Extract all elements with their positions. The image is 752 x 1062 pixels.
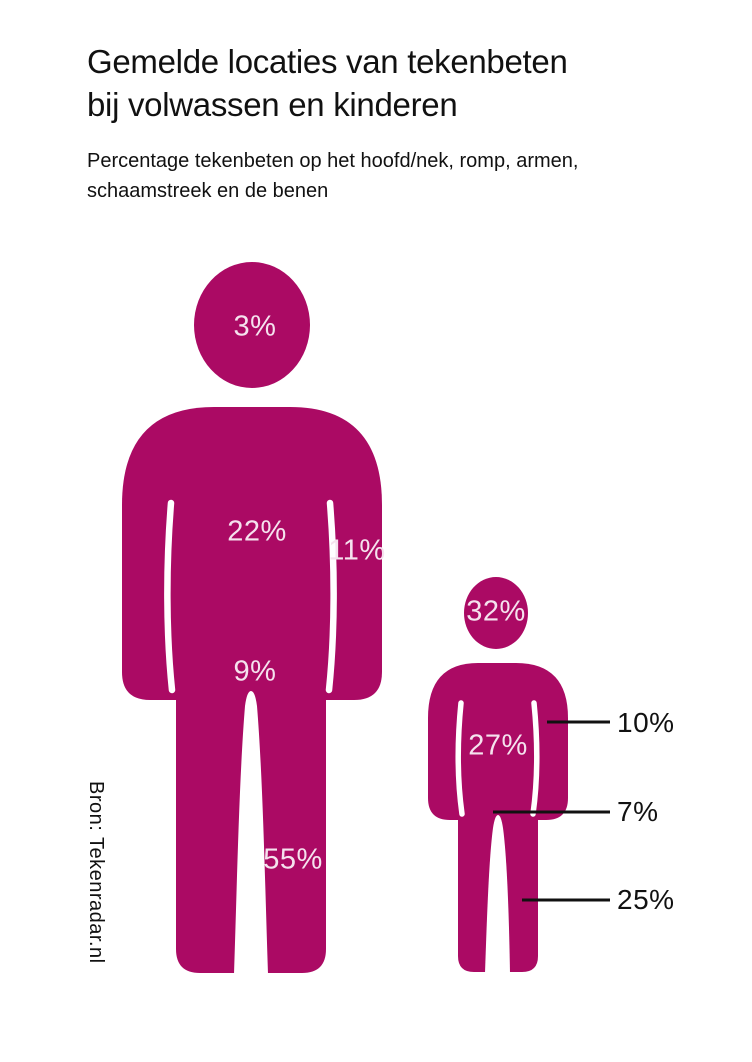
child-left-arm-gap bbox=[455, 700, 465, 817]
adult-left-arm-gap bbox=[164, 499, 176, 694]
child-arm-label: 10% bbox=[617, 707, 675, 738]
adult-arm-label: 11% bbox=[328, 534, 386, 567]
child-head-label: 32% bbox=[466, 595, 526, 628]
page-title: Gemelde locaties van tekenbeten bij volwa… bbox=[87, 40, 707, 126]
child-groin-label: 7% bbox=[617, 796, 659, 827]
adult-person-icon bbox=[122, 262, 382, 974]
adult-head-label: 3% bbox=[233, 310, 277, 343]
header: Gemelde locaties van tekenbeten bij volwa… bbox=[87, 40, 707, 206]
adult-leg-gap bbox=[234, 691, 268, 974]
page-subtitle-line-1: Percentage tekenbeten op het hoofd/nek, … bbox=[87, 150, 579, 172]
adult-legs-label: 55% bbox=[263, 843, 323, 876]
page-title-line-2: bij volwassen en kinderen bbox=[87, 86, 458, 123]
child-torso-label: 27% bbox=[468, 729, 528, 762]
adult-torso-label: 22% bbox=[227, 515, 287, 548]
adult-groin-label: 9% bbox=[233, 655, 277, 688]
page-subtitle-line-2: schaamstreek en de benen bbox=[87, 180, 329, 202]
child-head-shape bbox=[464, 577, 528, 649]
source-credit: Bron: Tekenradar.nl bbox=[85, 781, 107, 964]
page-subtitle: Percentage tekenbeten op het hoofd/nek, … bbox=[87, 146, 707, 206]
adult-right-arm-gap bbox=[325, 499, 337, 694]
page-title-line-1: Gemelde locaties van tekenbeten bbox=[87, 43, 568, 80]
child-leg-gap bbox=[485, 815, 510, 973]
child-legs-label: 25% bbox=[617, 884, 675, 915]
child-right-arm-gap bbox=[530, 700, 540, 817]
child-person-icon bbox=[428, 577, 568, 973]
adult-head-shape bbox=[194, 262, 310, 388]
